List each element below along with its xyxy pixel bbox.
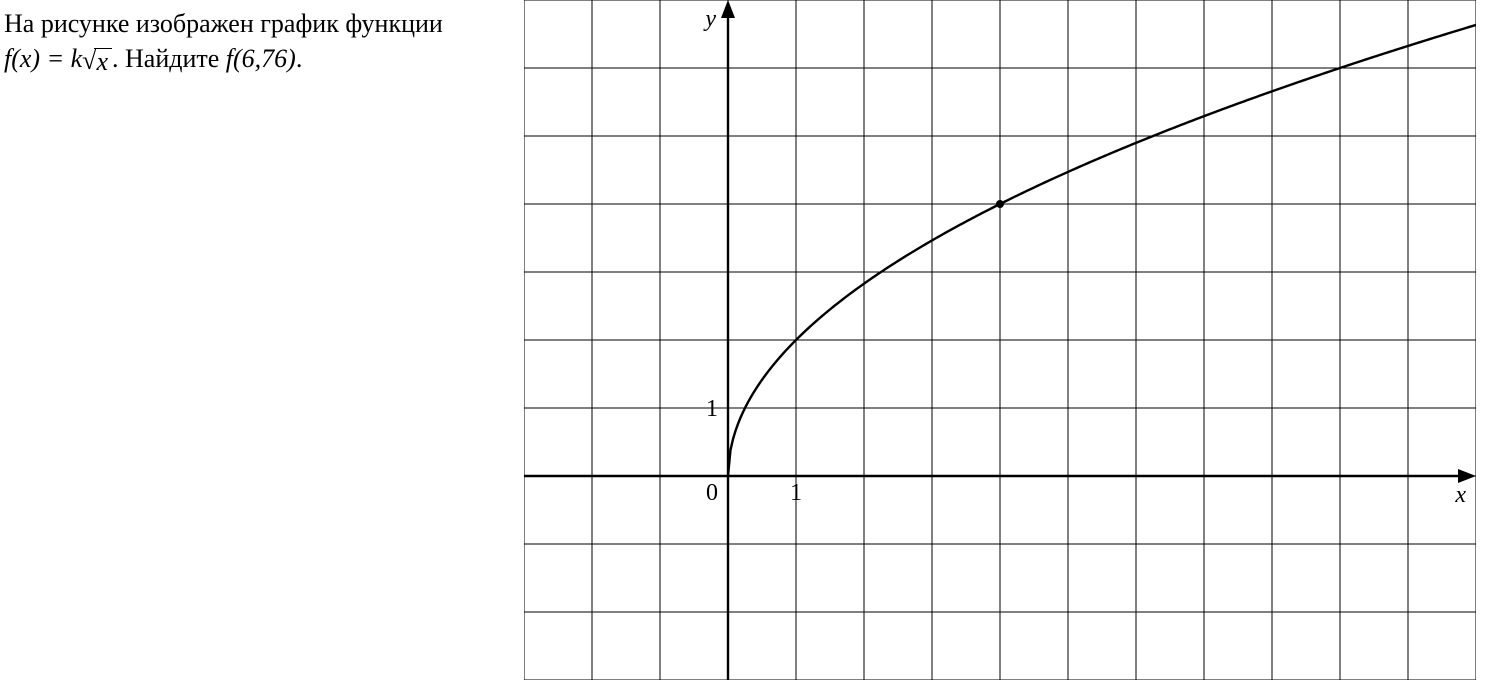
find-expr: f(6,76) — [226, 44, 296, 73]
period2: . — [296, 44, 303, 73]
svg-text:y: y — [703, 6, 716, 32]
svg-text:1: 1 — [790, 480, 802, 506]
page-root: На рисунке изображен график функции f(x)… — [0, 0, 1489, 613]
problem-line-2: f(x) = k√x. Найдите f(6,76). — [4, 41, 524, 76]
sqrt-arg: x — [94, 48, 112, 75]
period1: . — [112, 44, 119, 73]
sqrt-expression: √x — [82, 48, 112, 75]
chart-area: y x 0 1 1 — [524, 0, 1489, 613]
problem-line1-prefix: На рисунке изображен график функции — [4, 9, 443, 38]
fn-lhs: f(x) = k — [4, 44, 82, 73]
svg-text:0: 0 — [706, 480, 718, 506]
function-graph: y x 0 1 1 — [524, 0, 1476, 680]
problem-text: На рисунке изображен график функции f(x)… — [0, 0, 524, 76]
find-word: Найдите — [125, 44, 226, 73]
svg-text:1: 1 — [706, 396, 718, 422]
svg-text:x: x — [1454, 482, 1466, 508]
problem-line-1: На рисунке изображен график функции — [4, 6, 524, 41]
